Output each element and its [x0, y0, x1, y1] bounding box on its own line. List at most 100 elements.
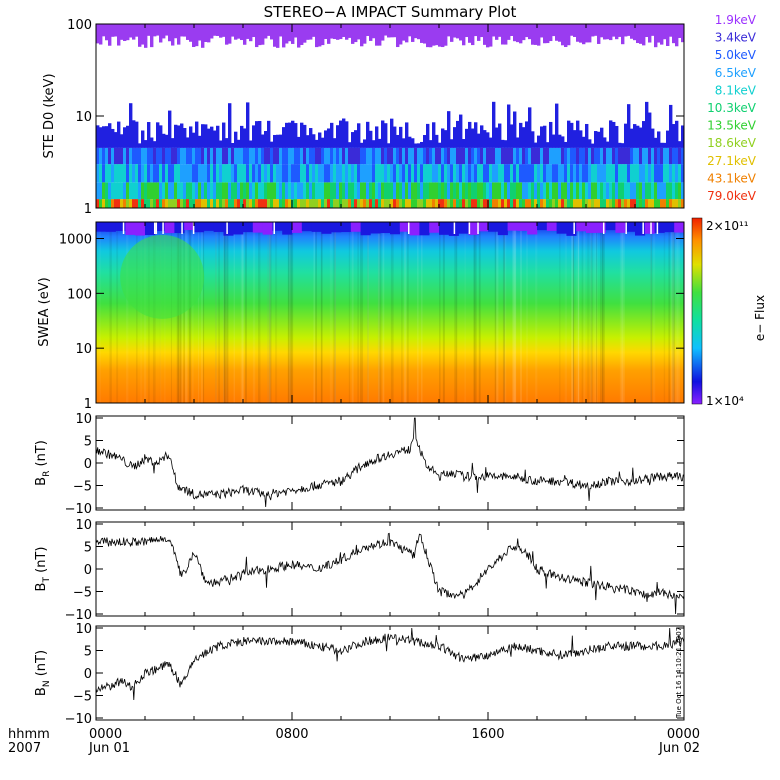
ste-band-cell — [288, 182, 291, 199]
ste-high-channel-cell — [207, 24, 210, 42]
ste-high-channel-cell — [588, 24, 591, 42]
ste-band-cell — [204, 164, 207, 182]
ste-band-cell — [99, 182, 102, 199]
ste-band-cell — [111, 199, 114, 208]
ste-low-energy-cell — [123, 127, 126, 148]
ste-low-energy-cell — [675, 121, 678, 148]
ste-low-energy-cell — [438, 143, 441, 148]
ste-low-energy-cell — [240, 126, 243, 148]
ste-band-cell — [177, 164, 180, 182]
ste-high-channel-cell — [312, 24, 315, 36]
ste-band-cell — [504, 182, 507, 199]
ste-band-cell — [300, 164, 303, 182]
swea-top-cell — [615, 222, 625, 233]
ste-high-channel-cell — [363, 24, 366, 43]
ste-band-cell — [108, 182, 111, 199]
ste-band-cell — [297, 182, 300, 199]
ste-low-energy-cell — [150, 138, 153, 148]
swea-gap — [154, 222, 156, 234]
swea-stripe — [512, 222, 514, 403]
swea-top-cell — [390, 222, 400, 234]
ste-high-channel-cell — [612, 24, 615, 36]
ste-high-channel-cell — [663, 24, 666, 39]
ste-low-energy-cell — [468, 122, 471, 148]
ste-low-energy-cell — [312, 134, 315, 148]
ste-band-cell — [327, 199, 330, 208]
ste-band-cell — [315, 148, 318, 164]
ste-band-cell — [528, 182, 531, 199]
ste-band-cell — [369, 148, 372, 164]
ste-band-cell — [408, 164, 411, 182]
ste-band-cell — [396, 182, 399, 199]
ste-band-cell — [429, 164, 432, 182]
ste-high-channel-cell — [669, 24, 672, 36]
ste-band-cell — [591, 182, 594, 199]
ste-band-cell — [456, 164, 459, 182]
bn-ylabel: BN (nT) — [34, 650, 52, 696]
ste-band-cell — [234, 182, 237, 199]
ste-low-energy-cell — [105, 126, 108, 148]
ste-band-cell — [201, 182, 204, 199]
ste-band-cell — [357, 148, 360, 164]
swea-top-cell — [331, 222, 341, 232]
ste-high-channel-cell — [642, 24, 645, 45]
ste-high-channel-cell — [495, 24, 498, 39]
bt-trace — [96, 533, 684, 614]
ste-high-channel-cell — [171, 24, 174, 45]
ste-band-cell — [165, 148, 168, 164]
ste-band-cell — [561, 164, 564, 182]
ste-band-cell — [303, 148, 306, 164]
swea-ylabel: SWEA (eV) — [37, 277, 52, 346]
ste-band-cell — [318, 164, 321, 182]
ste-high-channel-cell — [597, 24, 600, 44]
ste-high-channel-cell — [621, 24, 624, 44]
ste-high-channel-cell — [582, 24, 585, 44]
swea-y-tick-label: 10 — [75, 342, 92, 357]
ste-low-energy-cell — [192, 133, 195, 148]
ste-band-cell — [480, 199, 483, 208]
ste-band-cell — [429, 148, 432, 164]
ste-band-cell — [636, 199, 639, 208]
ste-low-energy-cell — [342, 119, 345, 148]
swea-top-cell — [410, 222, 420, 235]
swea-gap — [162, 222, 164, 234]
ste-low-energy-cell — [132, 120, 135, 148]
ste-band-cell — [630, 182, 633, 199]
ste-band-cell — [657, 164, 660, 182]
ste-band-cell — [366, 164, 369, 182]
ste-band-cell — [654, 199, 657, 208]
ste-low-energy-cell — [243, 128, 246, 147]
ste-low-energy-cell — [336, 125, 339, 148]
ste-band-cell — [246, 199, 249, 208]
swea-top-cell — [674, 222, 684, 233]
swea-top-cell — [566, 222, 576, 236]
ste-band-cell — [666, 164, 669, 182]
ste-low-energy-cell — [639, 128, 642, 148]
ste-band-cell — [192, 182, 195, 199]
swea-gap — [573, 222, 575, 234]
ste-high-channel-cell — [219, 24, 222, 37]
ste-band-cell — [348, 182, 351, 199]
ste-band-cell — [615, 164, 618, 182]
ste-band-cell — [597, 148, 600, 164]
ste-band-cell — [249, 182, 252, 199]
ste-band-cell — [633, 164, 636, 182]
ste-band-cell — [324, 148, 327, 164]
ste-band-cell — [657, 148, 660, 164]
swea-stripe — [269, 222, 271, 403]
ste-band-cell — [510, 182, 513, 199]
ste-band-cell — [594, 182, 597, 199]
ste-low-energy-cell — [567, 121, 570, 148]
ste-band-cell — [645, 148, 648, 164]
ste-low-energy-cell — [162, 134, 165, 148]
swea-gap — [657, 222, 659, 234]
ste-band-cell — [285, 182, 288, 199]
ste-band-cell — [606, 148, 609, 164]
ste-band-cell — [450, 164, 453, 182]
ste-low-energy-cell — [306, 135, 309, 148]
ste-high-channel-cell — [210, 24, 213, 38]
ste-high-channel-cell — [213, 24, 216, 35]
ste-band-cell — [564, 182, 567, 199]
ste-high-channel-cell — [564, 24, 567, 47]
ste-band-cell — [564, 199, 567, 208]
